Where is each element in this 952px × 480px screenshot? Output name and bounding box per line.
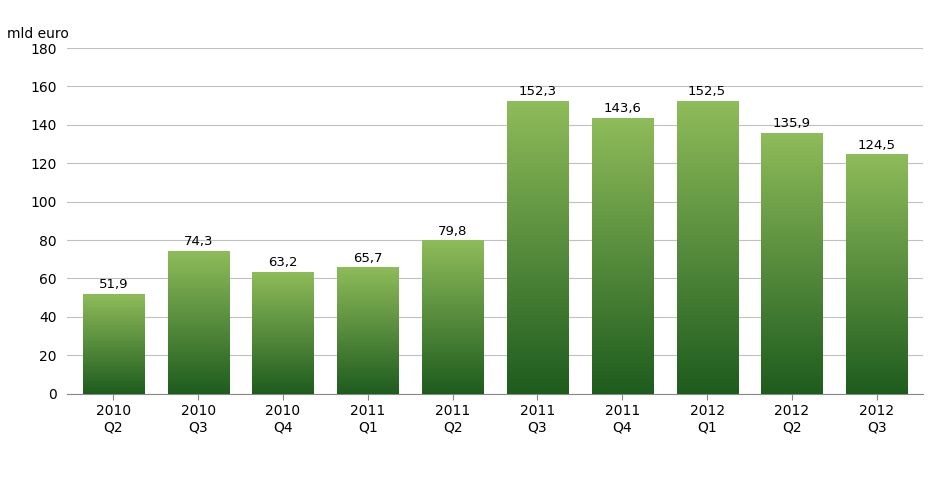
Text: mld euro: mld euro <box>7 27 69 41</box>
Text: 79,8: 79,8 <box>438 225 467 238</box>
Text: 65,7: 65,7 <box>353 252 383 264</box>
Text: 51,9: 51,9 <box>99 278 129 291</box>
Text: 135,9: 135,9 <box>773 117 811 130</box>
Text: 152,5: 152,5 <box>688 85 726 98</box>
Text: 74,3: 74,3 <box>184 235 213 248</box>
Text: 143,6: 143,6 <box>604 102 642 115</box>
Text: 63,2: 63,2 <box>268 256 298 269</box>
Text: 152,3: 152,3 <box>519 85 557 98</box>
Text: 124,5: 124,5 <box>858 139 896 152</box>
